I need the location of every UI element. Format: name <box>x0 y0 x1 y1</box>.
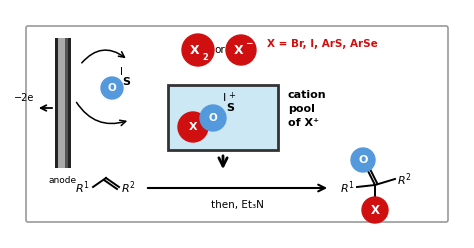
Text: O: O <box>358 155 368 165</box>
Circle shape <box>226 35 256 65</box>
Text: −: − <box>245 39 253 49</box>
Text: O: O <box>108 83 117 93</box>
Bar <box>58 38 65 168</box>
Text: pool: pool <box>288 104 315 114</box>
Text: X: X <box>234 44 244 58</box>
Text: of X⁺: of X⁺ <box>288 118 319 128</box>
Text: or: or <box>215 45 225 55</box>
Bar <box>65 38 68 168</box>
Text: S: S <box>226 103 234 113</box>
Text: I: I <box>223 93 227 103</box>
Text: −2e: −2e <box>14 93 34 103</box>
FancyBboxPatch shape <box>26 26 448 222</box>
Text: anode: anode <box>49 176 77 185</box>
Text: S: S <box>122 77 130 87</box>
Text: then, Et₃N: then, Et₃N <box>210 200 264 210</box>
Text: $R^1$: $R^1$ <box>75 180 90 196</box>
Circle shape <box>362 197 388 223</box>
Text: X: X <box>189 122 197 132</box>
Text: X: X <box>371 204 380 217</box>
Text: $R^1$: $R^1$ <box>340 180 355 196</box>
Text: X = Br, I, ArS, ArSe: X = Br, I, ArS, ArSe <box>267 39 378 49</box>
Text: 2: 2 <box>202 53 208 62</box>
Bar <box>168 85 278 150</box>
Circle shape <box>351 148 375 172</box>
Circle shape <box>200 105 226 131</box>
Text: +: + <box>228 91 236 99</box>
Text: X: X <box>190 44 200 58</box>
Bar <box>55 38 71 168</box>
Text: I: I <box>120 67 124 77</box>
Text: $R^2$: $R^2$ <box>397 172 411 188</box>
Circle shape <box>101 77 123 99</box>
Circle shape <box>178 112 208 142</box>
Text: $R^2$: $R^2$ <box>121 180 136 196</box>
Circle shape <box>182 34 214 66</box>
Text: cation: cation <box>288 90 327 100</box>
Text: O: O <box>209 113 218 123</box>
